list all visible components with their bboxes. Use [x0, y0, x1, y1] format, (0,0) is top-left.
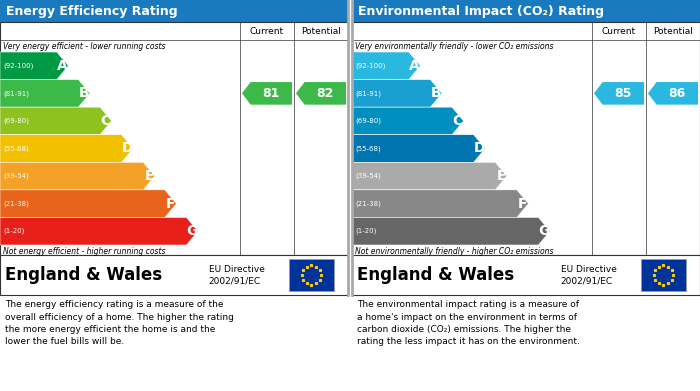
Text: England & Wales: England & Wales: [357, 266, 514, 284]
Text: (69-80): (69-80): [355, 118, 381, 124]
Text: D: D: [122, 142, 133, 156]
Polygon shape: [0, 190, 176, 217]
Text: (69-80): (69-80): [3, 118, 29, 124]
Polygon shape: [648, 82, 698, 105]
Text: The energy efficiency rating is a measure of the
overall efficiency of a home. T: The energy efficiency rating is a measur…: [5, 300, 234, 346]
Bar: [352, 0, 700, 22]
Text: (39-54): (39-54): [355, 173, 381, 179]
Text: Very environmentally friendly - lower CO₂ emissions: Very environmentally friendly - lower CO…: [355, 42, 554, 51]
Text: England & Wales: England & Wales: [5, 266, 162, 284]
Bar: [0, 255, 348, 295]
Bar: [352, 22, 700, 255]
Text: Not environmentally friendly - higher CO₂ emissions: Not environmentally friendly - higher CO…: [355, 247, 554, 256]
Bar: [289, 259, 334, 291]
Text: Not energy efficient - higher running costs: Not energy efficient - higher running co…: [3, 247, 165, 256]
Text: (55-68): (55-68): [355, 145, 381, 152]
Text: E: E: [496, 169, 506, 183]
Text: E: E: [144, 169, 154, 183]
Text: Very energy efficient - lower running costs: Very energy efficient - lower running co…: [3, 42, 165, 51]
Text: G: G: [186, 224, 198, 238]
Text: A: A: [57, 59, 68, 73]
Text: (81-91): (81-91): [355, 90, 381, 97]
Polygon shape: [0, 107, 111, 135]
Text: B: B: [431, 86, 442, 100]
Text: (39-54): (39-54): [3, 173, 29, 179]
Polygon shape: [352, 190, 528, 217]
Text: B: B: [79, 86, 90, 100]
Text: F: F: [518, 197, 527, 211]
Polygon shape: [0, 217, 198, 245]
Text: C: C: [453, 114, 463, 128]
Polygon shape: [0, 135, 133, 162]
Polygon shape: [352, 80, 442, 107]
Text: G: G: [538, 224, 550, 238]
Text: (92-100): (92-100): [355, 63, 386, 69]
Polygon shape: [352, 217, 550, 245]
Text: Potential: Potential: [653, 27, 693, 36]
Text: EU Directive: EU Directive: [209, 264, 265, 273]
Text: (55-68): (55-68): [3, 145, 29, 152]
Text: (81-91): (81-91): [3, 90, 29, 97]
Text: (92-100): (92-100): [3, 63, 34, 69]
Text: Current: Current: [250, 27, 284, 36]
Text: (21-38): (21-38): [3, 201, 29, 207]
Polygon shape: [0, 80, 90, 107]
Text: F: F: [166, 197, 176, 211]
Polygon shape: [352, 135, 485, 162]
Text: Current: Current: [602, 27, 636, 36]
Text: Potential: Potential: [301, 27, 341, 36]
Text: 85: 85: [615, 87, 632, 100]
Text: (1-20): (1-20): [3, 228, 25, 235]
Polygon shape: [352, 107, 463, 135]
Polygon shape: [0, 162, 155, 190]
Polygon shape: [0, 52, 69, 80]
Text: 82: 82: [316, 87, 334, 100]
Text: Environmental Impact (CO₂) Rating: Environmental Impact (CO₂) Rating: [358, 5, 604, 18]
Text: 2002/91/EC: 2002/91/EC: [561, 276, 613, 285]
Text: (21-38): (21-38): [355, 201, 381, 207]
Text: C: C: [101, 114, 111, 128]
Polygon shape: [242, 82, 292, 105]
Bar: [0, 0, 348, 22]
Bar: [0, 22, 348, 255]
Text: 2002/91/EC: 2002/91/EC: [209, 276, 261, 285]
Bar: [352, 255, 700, 295]
Text: The environmental impact rating is a measure of
a home's impact on the environme: The environmental impact rating is a mea…: [357, 300, 580, 346]
Polygon shape: [296, 82, 346, 105]
Polygon shape: [594, 82, 644, 105]
Text: (1-20): (1-20): [355, 228, 377, 235]
Text: D: D: [474, 142, 485, 156]
Polygon shape: [352, 52, 421, 80]
Text: A: A: [410, 59, 420, 73]
Text: EU Directive: EU Directive: [561, 264, 617, 273]
Text: 86: 86: [668, 87, 686, 100]
Text: Energy Efficiency Rating: Energy Efficiency Rating: [6, 5, 178, 18]
Bar: [640, 259, 686, 291]
Text: 81: 81: [262, 87, 280, 100]
Polygon shape: [352, 162, 507, 190]
